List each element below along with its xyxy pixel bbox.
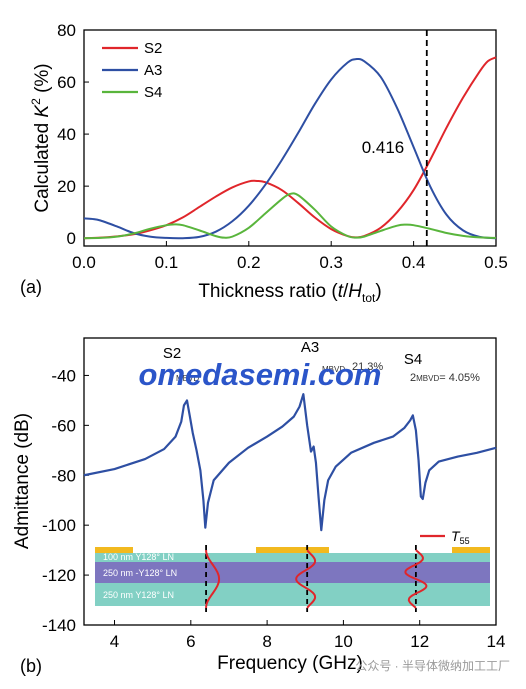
x-tick-label: 14 xyxy=(487,632,506,651)
layer-label-top: 100 nm Y128° LN xyxy=(103,552,174,562)
layer-stack-inset: 100 nm Y128° LN 250 nm -Y128° LN 250 nm … xyxy=(95,528,490,612)
electrode-1 xyxy=(95,547,133,553)
x-tick-label: 0.1 xyxy=(155,253,179,272)
layer-bottom xyxy=(95,583,490,606)
x-tick-label: 0.2 xyxy=(237,253,261,272)
y-tick-label: -120 xyxy=(42,566,76,585)
site-watermark: omedasemi.com xyxy=(139,357,382,392)
y-tick-label: 80 xyxy=(57,21,76,40)
mode-profiles xyxy=(205,545,428,612)
x-tick-label: 4 xyxy=(110,632,119,651)
panel-b: 100 nm Y128° LN 250 nm -Y128° LN 250 nm … xyxy=(12,337,505,676)
panel-b-frame xyxy=(83,337,497,626)
a3-k2-fragment: MBVD xyxy=(322,365,345,374)
layer-label-middle: 250 nm -Y128° LN xyxy=(103,568,177,578)
x-tick-label: 0.4 xyxy=(402,253,426,272)
t55-profile xyxy=(205,550,221,608)
panel-a-label: (a) xyxy=(20,277,42,297)
y-tick-label: 60 xyxy=(57,73,76,92)
x-tick-label: 12 xyxy=(410,632,429,651)
electrode-3 xyxy=(452,547,490,553)
x-tick-label: 6 xyxy=(186,632,195,651)
legend-label: S2 xyxy=(144,40,162,57)
t55-profile xyxy=(404,549,428,609)
x-tick-label: 0.3 xyxy=(319,253,343,272)
threshold-label: 0.416 xyxy=(362,138,405,157)
footer-watermark: 公众号 · 半导体微纳加工工厂 xyxy=(355,659,510,673)
admittance-curve xyxy=(83,393,497,532)
panel-b-ticks: 4 6 8 10 12 14 -40 -60 -80 -100 -120 -140 xyxy=(42,366,505,651)
s4-k2-label: 2MBVD= 4.05% xyxy=(410,372,480,384)
panel-b-xlabel: Frequency (GHz) xyxy=(217,653,363,674)
y-tick-label: 40 xyxy=(57,125,76,144)
panel-b-series xyxy=(83,393,497,532)
electrode-2 xyxy=(256,547,329,553)
series-line-s4 xyxy=(83,192,497,240)
panel-a-series xyxy=(83,56,497,240)
x-tick-label: 0.0 xyxy=(72,253,96,272)
y-tick-label: -40 xyxy=(51,366,76,385)
panel-a-ylabel: Calculated K2 (%) xyxy=(29,63,53,212)
y-tick-label: 0 xyxy=(67,229,76,248)
panel-a-legend: S2 A3 S4 xyxy=(102,40,162,101)
panel-a-ticks: 0.0 0.1 0.2 0.3 0.4 0.5 0 20 40 60 80 xyxy=(57,21,508,272)
x-tick-label: 8 xyxy=(262,632,271,651)
panel-b-ylabel: Admittance (dB) xyxy=(12,413,33,549)
a3-k2-value: 21.3% xyxy=(352,361,383,373)
legend-label: A3 xyxy=(144,62,162,79)
s2-mode-label: S2 xyxy=(163,345,181,362)
panel-a-frame xyxy=(83,29,497,247)
series-line-a3 xyxy=(83,57,497,240)
y-tick-label: -140 xyxy=(42,616,76,635)
s2-k2-fragment: MBVD xyxy=(176,374,199,383)
a3-mode-label: A3 xyxy=(301,339,319,356)
layer-middle xyxy=(95,562,490,583)
y-tick-label: -100 xyxy=(42,516,76,535)
legend-label: S4 xyxy=(144,84,162,101)
x-tick-label: 10 xyxy=(334,632,353,651)
t55-profile xyxy=(295,549,317,609)
layer-label-bottom: 250 nm Y128° LN xyxy=(103,590,174,600)
y-tick-label: -60 xyxy=(51,416,76,435)
layer-top xyxy=(95,553,490,562)
panel-a-xlabel: Thickness ratio (t/Htot) xyxy=(198,281,381,305)
x-tick-label: 0.5 xyxy=(484,253,508,272)
t55-legend-label: T55 xyxy=(451,528,470,546)
s4-mode-label: S4 xyxy=(404,351,422,368)
panel-b-label: (b) xyxy=(20,656,42,676)
y-tick-label: -80 xyxy=(51,466,76,485)
panel-a: 0.0 0.1 0.2 0.3 0.4 0.5 0 20 40 60 80 0.416 S2 A3 S4… xyxy=(20,21,508,305)
y-tick-label: 20 xyxy=(57,177,76,196)
